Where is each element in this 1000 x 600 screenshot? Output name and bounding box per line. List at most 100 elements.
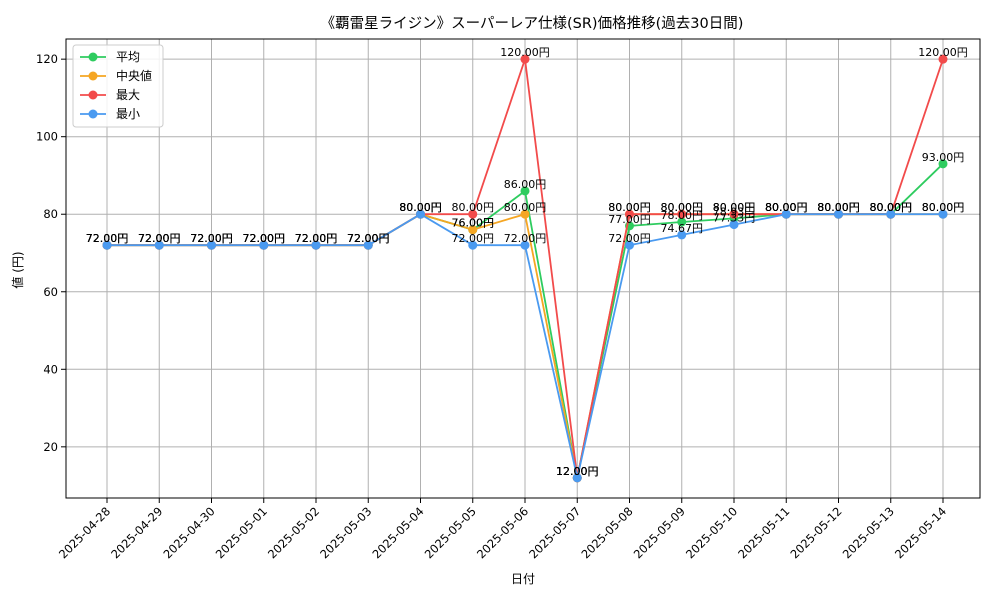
data-label: 72.00円 — [243, 232, 286, 245]
y-tick-label: 60 — [43, 285, 58, 299]
y-tick-label: 100 — [36, 130, 58, 144]
data-label: 72.00円 — [347, 232, 390, 245]
data-point — [520, 209, 530, 219]
data-label: 72.00円 — [190, 232, 233, 245]
data-point — [154, 240, 164, 250]
legend-swatch-marker — [88, 90, 98, 100]
data-label: 72.00円 — [190, 232, 233, 245]
data-label: 72.00円 — [243, 232, 286, 245]
data-point — [677, 209, 687, 219]
legend-item: 中央値 — [80, 68, 152, 83]
data-point — [781, 209, 791, 219]
y-axis-label: 値 (円) — [10, 251, 25, 288]
data-label: 80.00円 — [713, 201, 756, 214]
data-point — [938, 209, 948, 219]
data-label: 80.00円 — [817, 201, 860, 214]
data-label: 120.00円 — [918, 46, 968, 59]
data-label: 80.00円 — [765, 201, 808, 214]
y-tick-label: 120 — [36, 52, 58, 66]
data-label: 12.00円 — [556, 465, 599, 478]
chart-title: 《覇雷星ライジン》スーパーレア仕様(SR)価格推移(過去30日間) — [321, 15, 744, 32]
data-label: 72.00円 — [86, 232, 129, 245]
legend-label: 最大 — [116, 88, 140, 102]
data-label: 80.00円 — [765, 201, 808, 214]
data-label: 12.00円 — [556, 465, 599, 478]
data-label: 120.00円 — [500, 46, 550, 59]
data-label: 80.00円 — [765, 201, 808, 214]
data-label: 78.93円 — [713, 205, 756, 218]
legend-label: 最小 — [116, 107, 140, 121]
data-label: 72.00円 — [243, 232, 286, 245]
data-label: 72.00円 — [86, 232, 129, 245]
data-label: 72.00円 — [295, 232, 338, 245]
data-point — [520, 186, 530, 196]
data-point — [729, 220, 739, 230]
data-point — [886, 209, 896, 219]
data-point — [207, 240, 216, 250]
data-point — [520, 54, 530, 64]
data-label: 80.00円 — [399, 201, 442, 214]
y-tick-label: 40 — [43, 362, 58, 376]
legend-swatch-marker — [88, 52, 98, 62]
data-label: 80.00円 — [399, 201, 442, 214]
data-label: 80.00円 — [817, 201, 860, 214]
data-label: 76.00円 — [452, 217, 495, 230]
data-label: 74.67円 — [661, 222, 704, 235]
data-point — [572, 473, 582, 483]
plot-frame — [65, 38, 981, 499]
data-label: 80.00円 — [608, 201, 651, 214]
legend-item: 最小 — [80, 107, 140, 121]
legend-item: 平均 — [80, 50, 140, 64]
data-label: 72.00円 — [86, 232, 129, 245]
data-label: 72.00円 — [86, 232, 129, 245]
data-label: 76.00円 — [452, 217, 495, 230]
data-point — [834, 209, 843, 219]
data-point — [468, 209, 478, 219]
data-label: 80.00円 — [870, 201, 913, 214]
data-point — [311, 240, 321, 250]
y-tick-label: 80 — [43, 207, 58, 221]
data-point — [259, 240, 269, 250]
series-layer — [102, 54, 948, 483]
data-label: 72.00円 — [138, 232, 181, 245]
data-label: 72.00円 — [138, 232, 181, 245]
data-label: 80.00円 — [504, 201, 547, 214]
data-label: 72.00円 — [347, 232, 390, 245]
data-label: 72.00円 — [138, 232, 181, 245]
data-label: 80.00円 — [870, 201, 913, 214]
series-3 — [102, 209, 948, 483]
data-label: 93.00円 — [922, 151, 965, 164]
data-label: 80.00円 — [608, 201, 651, 214]
data-label: 80.00円 — [399, 201, 442, 214]
grid-layer — [66, 39, 980, 498]
data-label: 12.00円 — [556, 465, 599, 478]
data-point — [677, 217, 687, 227]
legend-swatch-marker — [88, 109, 98, 119]
data-point — [416, 209, 425, 219]
data-label: 72.00円 — [138, 232, 181, 245]
data-label: 72.00円 — [452, 232, 495, 245]
data-label: 80.00円 — [817, 201, 860, 214]
data-label: 72.00円 — [608, 232, 651, 245]
data-point — [468, 225, 478, 235]
data-point — [520, 240, 530, 250]
data-point — [938, 54, 948, 64]
data-label: 80.00円 — [661, 201, 704, 214]
legend-item: 最大 — [80, 88, 140, 102]
legend-label: 平均 — [116, 50, 140, 64]
data-label: 72.00円 — [243, 232, 286, 245]
data-label: 72.00円 — [295, 232, 338, 245]
legend-box — [72, 44, 164, 128]
data-label: 80.00円 — [765, 201, 808, 214]
data-label: 78.00円 — [661, 209, 704, 222]
legend-swatch-marker — [88, 71, 98, 81]
data-label: 80.00円 — [399, 201, 442, 214]
data-label: 72.00円 — [190, 232, 233, 245]
data-point — [363, 240, 373, 250]
label-layer: 72.00円 72.00円 72.00円 72.00円 72.00円 72.00円 80.0… — [86, 46, 968, 478]
data-label: 12.00円 — [556, 465, 599, 478]
data-label: 72.00円 — [295, 232, 338, 245]
data-label: 86.00円 — [504, 178, 547, 191]
